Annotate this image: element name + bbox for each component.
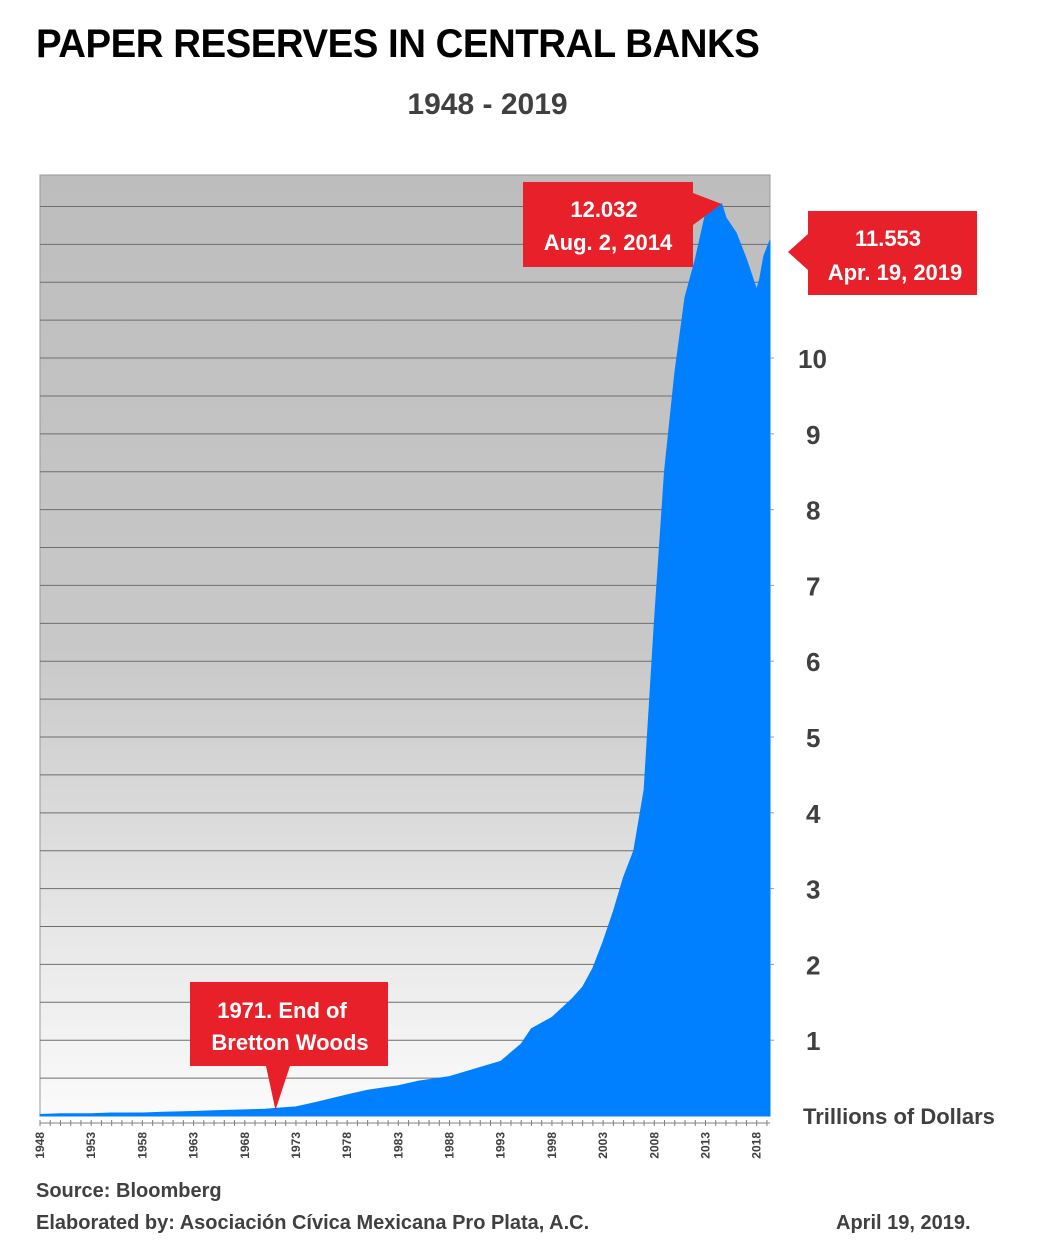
bretton-woods-line1: 1971. End of (217, 998, 347, 1023)
x-tick-label: 1978 (340, 1132, 354, 1159)
peak-date-label: Aug. 2, 2014 (544, 230, 673, 255)
peak-value-label: 12.032 (570, 197, 637, 222)
series-area (39, 203, 771, 1117)
x-tick-label: 1988 (443, 1132, 457, 1159)
y-tick-label: 1 (806, 1026, 820, 1056)
y-tick-label: 3 (806, 875, 820, 905)
peak-callout-box (523, 182, 722, 267)
latest-value-label: 11.553 (855, 226, 921, 251)
axes: 1 2 3 4 5 6 7 8 9 10 Trillions of Dollars 1948 1953 1… (33, 344, 995, 1159)
date-note: April 19, 2019. (836, 1212, 971, 1234)
bretton-woods-callout-box (190, 982, 388, 1110)
x-tick-label: 1953 (84, 1132, 98, 1159)
latest-callout-box (788, 211, 977, 295)
x-tick-label: 1948 (33, 1132, 47, 1159)
x-tick-label: 1993 (494, 1132, 508, 1159)
y-tick-label: 5 (806, 723, 820, 753)
chart-subtitle: 1948 - 2019 (407, 88, 568, 121)
y-axis-label: Trillions of Dollars (803, 1104, 995, 1129)
x-tick-label: 1963 (187, 1132, 201, 1159)
x-tick-label: 2008 (647, 1132, 661, 1159)
y-tick-label: 6 (806, 647, 820, 677)
source-note: Source: Bloomberg (36, 1180, 222, 1202)
y-tick-label: 8 (806, 496, 820, 526)
y-tick-label: 4 (806, 799, 821, 829)
latest-date-label: Apr. 19, 2019 (828, 260, 963, 285)
elaborated-by-note: Elaborated by: Asociación Cívica Mexican… (36, 1212, 590, 1234)
bretton-woods-line2: Bretton Woods (211, 1030, 368, 1055)
reserves-area (39, 203, 771, 1117)
x-tick-label: 2018 (750, 1132, 764, 1159)
x-tick-label: 2013 (698, 1132, 712, 1159)
y-tick-label: 9 (806, 420, 820, 450)
chart-title: PAPER RESERVES IN CENTRAL BANKS (36, 22, 760, 66)
x-tick-label: 1983 (391, 1132, 405, 1159)
y-tick-label: 10 (798, 344, 827, 374)
y-tick-label: 2 (806, 950, 820, 980)
x-tick-label: 1973 (289, 1132, 303, 1159)
y-tick-label: 7 (806, 571, 820, 601)
x-tick-label: 1998 (545, 1132, 559, 1159)
x-tick-label: 2003 (596, 1132, 610, 1159)
x-tick-label: 1968 (238, 1132, 252, 1159)
x-tick-label: 1958 (135, 1132, 149, 1159)
